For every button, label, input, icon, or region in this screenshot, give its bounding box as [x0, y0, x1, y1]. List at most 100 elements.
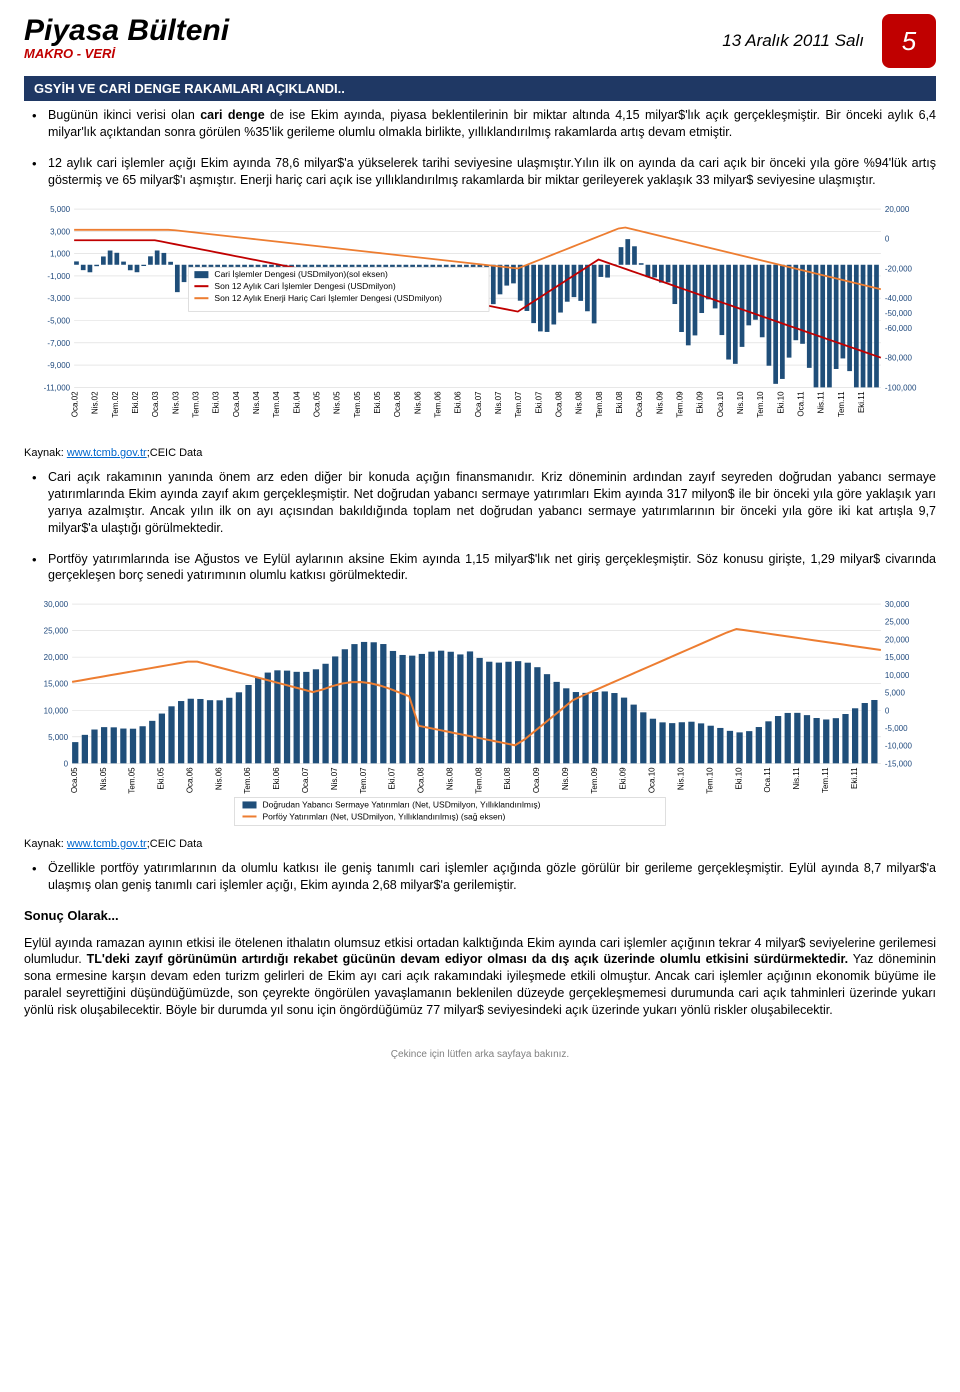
- svg-text:Eki.11: Eki.11: [850, 767, 859, 789]
- source-line-1: Kaynak: www.tcmb.gov.tr;CEIC Data: [24, 447, 936, 459]
- svg-text:Tem.04: Tem.04: [272, 390, 281, 417]
- svg-text:Tem.09: Tem.09: [590, 767, 599, 794]
- svg-text:Tem.03: Tem.03: [192, 390, 201, 417]
- svg-text:20,000: 20,000: [885, 205, 910, 214]
- svg-text:Eki.09: Eki.09: [619, 767, 628, 790]
- svg-text:Eki.09: Eki.09: [696, 390, 705, 413]
- svg-text:Tem.11: Tem.11: [837, 390, 846, 416]
- svg-text:Eki.07: Eki.07: [388, 767, 397, 790]
- svg-text:Eki.10: Eki.10: [734, 767, 743, 790]
- svg-text:Nis.07: Nis.07: [330, 767, 339, 790]
- svg-text:Oca.07: Oca.07: [301, 767, 310, 793]
- svg-text:5,000: 5,000: [50, 205, 71, 214]
- svg-text:-5,000: -5,000: [885, 724, 908, 733]
- svg-text:Cari İşlemler Dengesi (USDmily: Cari İşlemler Dengesi (USDmilyon)(sol ek…: [214, 269, 388, 279]
- svg-text:Nis.07: Nis.07: [494, 390, 503, 413]
- svg-text:Eki.05: Eki.05: [157, 767, 166, 790]
- chart-investments: 0 5,000 10,000 15,000 20,000 25,000 30,000 -15,…: [24, 598, 936, 834]
- bullets-group-2: Cari açık rakamının yanında önem arz ede…: [24, 469, 936, 584]
- svg-text:20,000: 20,000: [44, 653, 69, 662]
- source-link[interactable]: www.tcmb.gov.tr: [67, 447, 147, 459]
- svg-text:Oca.08: Oca.08: [417, 767, 426, 793]
- svg-text:Nis.08: Nis.08: [575, 390, 584, 413]
- svg-text:Oca.05: Oca.05: [70, 767, 79, 793]
- svg-text:Nis.10: Nis.10: [736, 390, 745, 413]
- svg-text:Oca.10: Oca.10: [648, 767, 657, 793]
- svg-text:25,000: 25,000: [885, 618, 910, 627]
- svg-text:Nis.09: Nis.09: [655, 390, 664, 413]
- svg-text:Nis.10: Nis.10: [676, 767, 685, 790]
- source-link[interactable]: www.tcmb.gov.tr: [67, 838, 147, 850]
- svg-text:0: 0: [885, 234, 890, 243]
- conclusion-body: Eylül ayında ramazan ayının etkisi ile ö…: [24, 935, 936, 1019]
- svg-text:Eki.05: Eki.05: [373, 390, 382, 413]
- svg-text:10,000: 10,000: [885, 671, 910, 680]
- bullets-group-3: Özellikle portföy yatırımlarının da olum…: [24, 860, 936, 894]
- svg-text:Doğrudan Yabancı Sermaye Yatır: Doğrudan Yabancı Sermaye Yatırımları (Ne…: [263, 800, 541, 810]
- svg-text:-20,000: -20,000: [885, 264, 913, 273]
- svg-text:Nis.08: Nis.08: [445, 767, 454, 790]
- svg-text:Tem.10: Tem.10: [705, 767, 714, 794]
- svg-text:Oca.02: Oca.02: [70, 390, 79, 416]
- svg-text:15,000: 15,000: [885, 653, 910, 662]
- svg-text:Oca.07: Oca.07: [474, 390, 483, 416]
- svg-text:-3,000: -3,000: [47, 294, 70, 303]
- svg-text:Oca.06: Oca.06: [185, 767, 194, 793]
- svg-text:Tem.11: Tem.11: [821, 767, 830, 793]
- page-header: Piyasa Bülteni MAKRO - VERİ 13 Aralık 20…: [24, 14, 936, 68]
- bullet-item: Bugünün ikinci verisi olan cari denge de…: [26, 107, 936, 141]
- bullet-item: Özellikle portföy yatırımlarının da olum…: [26, 860, 936, 894]
- svg-text:5,000: 5,000: [885, 689, 906, 698]
- svg-text:Nis.09: Nis.09: [561, 767, 570, 790]
- svg-text:Oca.09: Oca.09: [635, 390, 644, 416]
- svg-text:-15,000: -15,000: [885, 760, 913, 769]
- svg-text:0: 0: [885, 707, 890, 716]
- doc-date: 13 Aralık 2011 Salı: [722, 31, 864, 51]
- svg-text:Oca.09: Oca.09: [532, 767, 541, 793]
- svg-text:Nis.11: Nis.11: [817, 390, 826, 413]
- bullets-group-1: Bugünün ikinci verisi olan cari denge de…: [24, 107, 936, 189]
- svg-text:-80,000: -80,000: [885, 353, 913, 362]
- svg-text:-9,000: -9,000: [47, 361, 70, 370]
- conclusion-heading: Sonuç Olarak...: [24, 908, 936, 923]
- svg-text:Son 12 Aylık Enerji Hariç Cari: Son 12 Aylık Enerji Hariç Cari İşlemler …: [214, 293, 442, 303]
- footer-disclaimer: Çekince için lütfen arka sayfaya bakınız…: [24, 1049, 936, 1060]
- svg-text:25,000: 25,000: [44, 627, 69, 636]
- bullet-item: Cari açık rakamının yanında önem arz ede…: [26, 469, 936, 537]
- svg-text:Oca.11: Oca.11: [797, 390, 806, 416]
- svg-text:30,000: 30,000: [885, 600, 910, 609]
- svg-text:-1,000: -1,000: [47, 271, 70, 280]
- svg-text:30,000: 30,000: [44, 600, 69, 609]
- svg-text:Eki.04: Eki.04: [292, 390, 301, 413]
- svg-text:Tem.10: Tem.10: [756, 390, 765, 417]
- svg-text:Nis.05: Nis.05: [99, 767, 108, 790]
- svg-text:Nis.04: Nis.04: [252, 390, 261, 413]
- svg-text:Tem.09: Tem.09: [676, 390, 685, 417]
- svg-text:Eki.06: Eki.06: [272, 767, 281, 790]
- svg-text:Eki.07: Eki.07: [534, 390, 543, 413]
- svg-text:Oca.06: Oca.06: [393, 390, 402, 416]
- svg-text:Oca.03: Oca.03: [151, 390, 160, 416]
- svg-text:Oca.05: Oca.05: [313, 390, 322, 416]
- svg-text:15,000: 15,000: [44, 680, 69, 689]
- doc-title: Piyasa Bülteni: [24, 14, 722, 48]
- svg-text:Eki.08: Eki.08: [615, 390, 624, 413]
- svg-text:3,000: 3,000: [50, 227, 71, 236]
- section-heading: GSYİH VE CARİ DENGE RAKAMLARI AÇIKLANDI.…: [24, 76, 936, 101]
- bullet-item: 12 aylık cari işlemler açığı Ekim ayında…: [26, 155, 936, 189]
- svg-text:Eki.11: Eki.11: [857, 390, 866, 412]
- svg-text:5,000: 5,000: [48, 733, 69, 742]
- bullet-item: Portföy yatırımlarında ise Ağustos ve Ey…: [26, 551, 936, 585]
- svg-text:Tem.07: Tem.07: [359, 767, 368, 794]
- svg-text:Eki.02: Eki.02: [131, 390, 140, 413]
- svg-text:20,000: 20,000: [885, 636, 910, 645]
- svg-text:-60,000: -60,000: [885, 323, 913, 332]
- svg-text:Eki.10: Eki.10: [776, 390, 785, 413]
- doc-subtitle: MAKRO - VERİ: [24, 46, 722, 61]
- svg-text:Eki.03: Eki.03: [212, 390, 221, 413]
- svg-text:0: 0: [64, 760, 69, 769]
- chart-current-account: -11,000-9,000-7,000-5,000-3,000-1,0001,0…: [24, 203, 936, 444]
- svg-text:Nis.11: Nis.11: [792, 767, 801, 790]
- svg-text:Porföy Yatırımları (Net, USDmi: Porföy Yatırımları (Net, USDmilyon, Yıll…: [263, 812, 506, 822]
- svg-text:Eki.06: Eki.06: [454, 390, 463, 413]
